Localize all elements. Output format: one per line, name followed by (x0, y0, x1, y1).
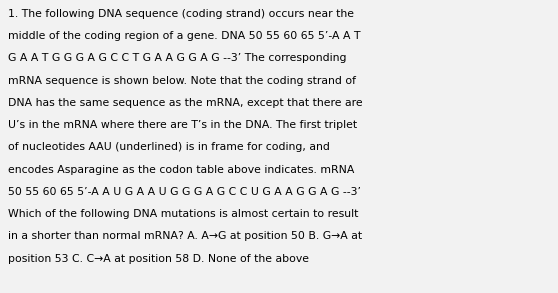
Text: of nucleotides AAU (underlined) is in frame for coding, and: of nucleotides AAU (underlined) is in fr… (8, 142, 330, 152)
Text: U’s in the mRNA where there are T’s in the DNA. The first triplet: U’s in the mRNA where there are T’s in t… (8, 120, 358, 130)
Text: in a shorter than normal mRNA? A. A→G at position 50 B. G→A at: in a shorter than normal mRNA? A. A→G at… (8, 231, 363, 241)
Text: middle of the coding region of a gene. DNA 50 55 60 65 5’-A A T: middle of the coding region of a gene. D… (8, 31, 361, 41)
Text: 1. The following DNA sequence (coding strand) occurs near the: 1. The following DNA sequence (coding st… (8, 9, 354, 19)
Text: encodes Asparagine as the codon table above indicates. mRNA: encodes Asparagine as the codon table ab… (8, 165, 355, 175)
Text: 50 55 60 65 5’-A A U G A A U G G G A G C C U G A A G G A G --3’: 50 55 60 65 5’-A A U G A A U G G G A G C… (8, 187, 362, 197)
Text: G A A T G G G A G C C T G A A G G A G --3’ The corresponding: G A A T G G G A G C C T G A A G G A G --… (8, 53, 347, 63)
Text: Which of the following DNA mutations is almost certain to result: Which of the following DNA mutations is … (8, 209, 359, 219)
Text: position 53 C. C→A at position 58 D. None of the above: position 53 C. C→A at position 58 D. Non… (8, 254, 309, 264)
Text: mRNA sequence is shown below. Note that the coding strand of: mRNA sequence is shown below. Note that … (8, 76, 357, 86)
Text: DNA has the same sequence as the mRNA, except that there are: DNA has the same sequence as the mRNA, e… (8, 98, 363, 108)
